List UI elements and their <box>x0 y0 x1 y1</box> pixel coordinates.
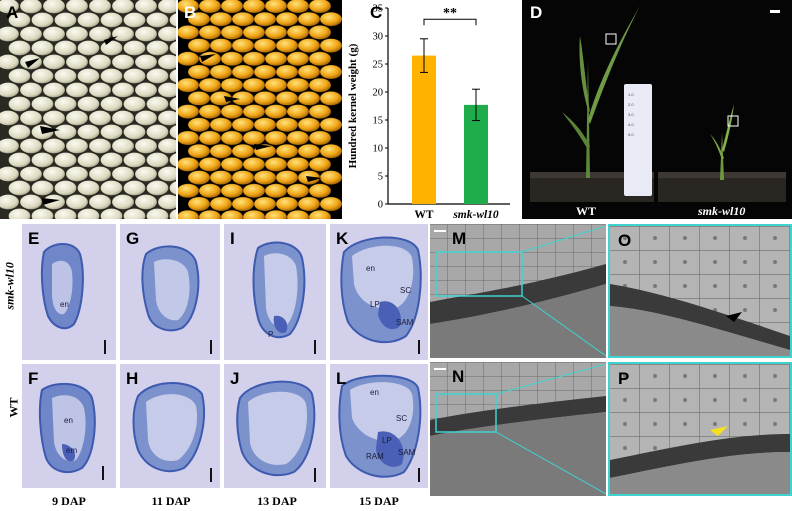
svg-text:5.0: 5.0 <box>628 132 634 137</box>
stage-label-15dap: 15 DAP <box>359 494 399 508</box>
panel-label-n: N <box>452 367 465 386</box>
plant-label-mutant: smk-wl10 <box>698 204 746 218</box>
scale-bar-g <box>210 340 212 354</box>
stage-label-11dap: 11 DAP <box>151 494 191 508</box>
panel-m-micrograph: M <box>430 224 606 358</box>
significance-bracket <box>423 18 477 26</box>
panel-label-d: D <box>530 3 543 22</box>
significance-label: ** <box>443 6 457 21</box>
y-tick-label: 30 <box>373 32 384 43</box>
row-label-mutant: smk-wl10 <box>2 262 17 310</box>
tissue-ram-l: RAM <box>366 452 384 461</box>
tissue-sc-l: SC <box>396 414 408 423</box>
panel-label-a: A <box>6 3 19 22</box>
scale-bar-j <box>314 468 316 482</box>
panel-label-k: K <box>336 229 349 248</box>
tissue-sam-l: SAM <box>398 448 416 457</box>
panel-e-section: E en <box>22 224 116 360</box>
y-tick-label: 0 <box>378 200 383 211</box>
panel-label-j: J <box>230 369 240 388</box>
svg-text:2.0: 2.0 <box>628 102 634 107</box>
scale-bar-i <box>314 340 316 354</box>
panel-c-kernel-weight-chart: 0 5 10 15 20 25 30 35 Hundred kernel weight (g) W… <box>344 0 520 219</box>
panel-label-b: B <box>184 3 197 22</box>
tissue-em-f: em <box>66 446 78 455</box>
panel-h-section: H <box>120 364 220 488</box>
panel-i-section: I P <box>224 224 326 360</box>
tissue-lp-l: LP <box>382 436 392 445</box>
panel-g-section: G <box>120 224 220 360</box>
yellow-ear-image <box>178 0 342 219</box>
panel-label-l: L <box>336 369 347 388</box>
y-tick-label: 15 <box>373 116 384 127</box>
panel-label-c: C <box>370 3 383 22</box>
panel-d-seedlings: 1.0 2.0 3.0 4.0 5.0 D WT smk-wl10 <box>522 0 792 219</box>
y-tick-label: 35 <box>373 4 384 15</box>
panel-label-f: F <box>28 369 39 388</box>
y-tick-label: 5 <box>378 172 383 183</box>
svg-text:3.0: 3.0 <box>628 112 634 117</box>
bar-0 <box>412 55 436 204</box>
panel-label-h: H <box>126 369 139 388</box>
y-tick-label: 25 <box>373 60 384 71</box>
y-tick-label: 20 <box>373 88 384 99</box>
tissue-sc-k: SC <box>400 286 412 295</box>
panel-j-section: J <box>224 364 326 488</box>
row-label-wt: WT <box>6 397 21 418</box>
panel-a-white-ear: A <box>0 0 176 219</box>
panel-label-i: I <box>230 229 235 248</box>
scale-bar-k <box>418 340 420 354</box>
bar-1 <box>464 104 488 204</box>
panel-o-micrograph: O <box>608 224 792 358</box>
tissue-en-e: en <box>60 300 69 309</box>
svg-text:1.0: 1.0 <box>628 92 634 97</box>
panel-k-section: K en SC LP SAM <box>330 224 428 360</box>
scale-bar-l <box>418 468 420 482</box>
panel-b-yellow-ear: B <box>178 0 342 219</box>
scale-bar-f <box>102 466 104 480</box>
y-axis-label: Hundred kernel weight (g) <box>347 43 359 168</box>
plant-label-wt: WT <box>576 204 597 218</box>
scale-bar-e <box>104 340 106 354</box>
stage-label-13dap: 13 DAP <box>257 494 297 508</box>
panel-label-e: E <box>28 229 40 248</box>
tissue-p-i: P <box>268 330 274 339</box>
panel-label-m: M <box>452 229 467 248</box>
panel-n-micrograph: N <box>430 362 606 496</box>
panel-f-section: F en em <box>22 364 116 488</box>
x-tick-label-1: smk-wl10 <box>452 209 499 219</box>
svg-text:4.0: 4.0 <box>628 122 634 127</box>
tissue-en-f: en <box>64 416 73 425</box>
seedlings-image: 1.0 2.0 3.0 4.0 5.0 <box>522 0 792 219</box>
y-tick-label: 10 <box>373 144 384 155</box>
white-ear-image <box>0 0 176 219</box>
scale-bar-h <box>210 468 212 482</box>
kernel-weight-chart: 0 5 10 15 20 25 30 35 Hundred kernel weight (g) W… <box>347 4 510 219</box>
tissue-en-k: en <box>366 264 375 273</box>
x-tick-label-0: WT <box>414 209 434 219</box>
panel-label-p: P <box>618 369 630 388</box>
stage-label-9dap: 9 DAP <box>52 494 86 508</box>
tissue-en-l: en <box>370 388 379 397</box>
panel-p-micrograph: P <box>608 362 792 496</box>
panel-l-section: L en SC LP RAM SAM <box>330 364 428 488</box>
panel-label-g: G <box>126 229 140 248</box>
panel-label-o: O <box>618 231 632 250</box>
tissue-sam-k: SAM <box>396 318 414 327</box>
tissue-lp-k: LP <box>370 300 380 309</box>
